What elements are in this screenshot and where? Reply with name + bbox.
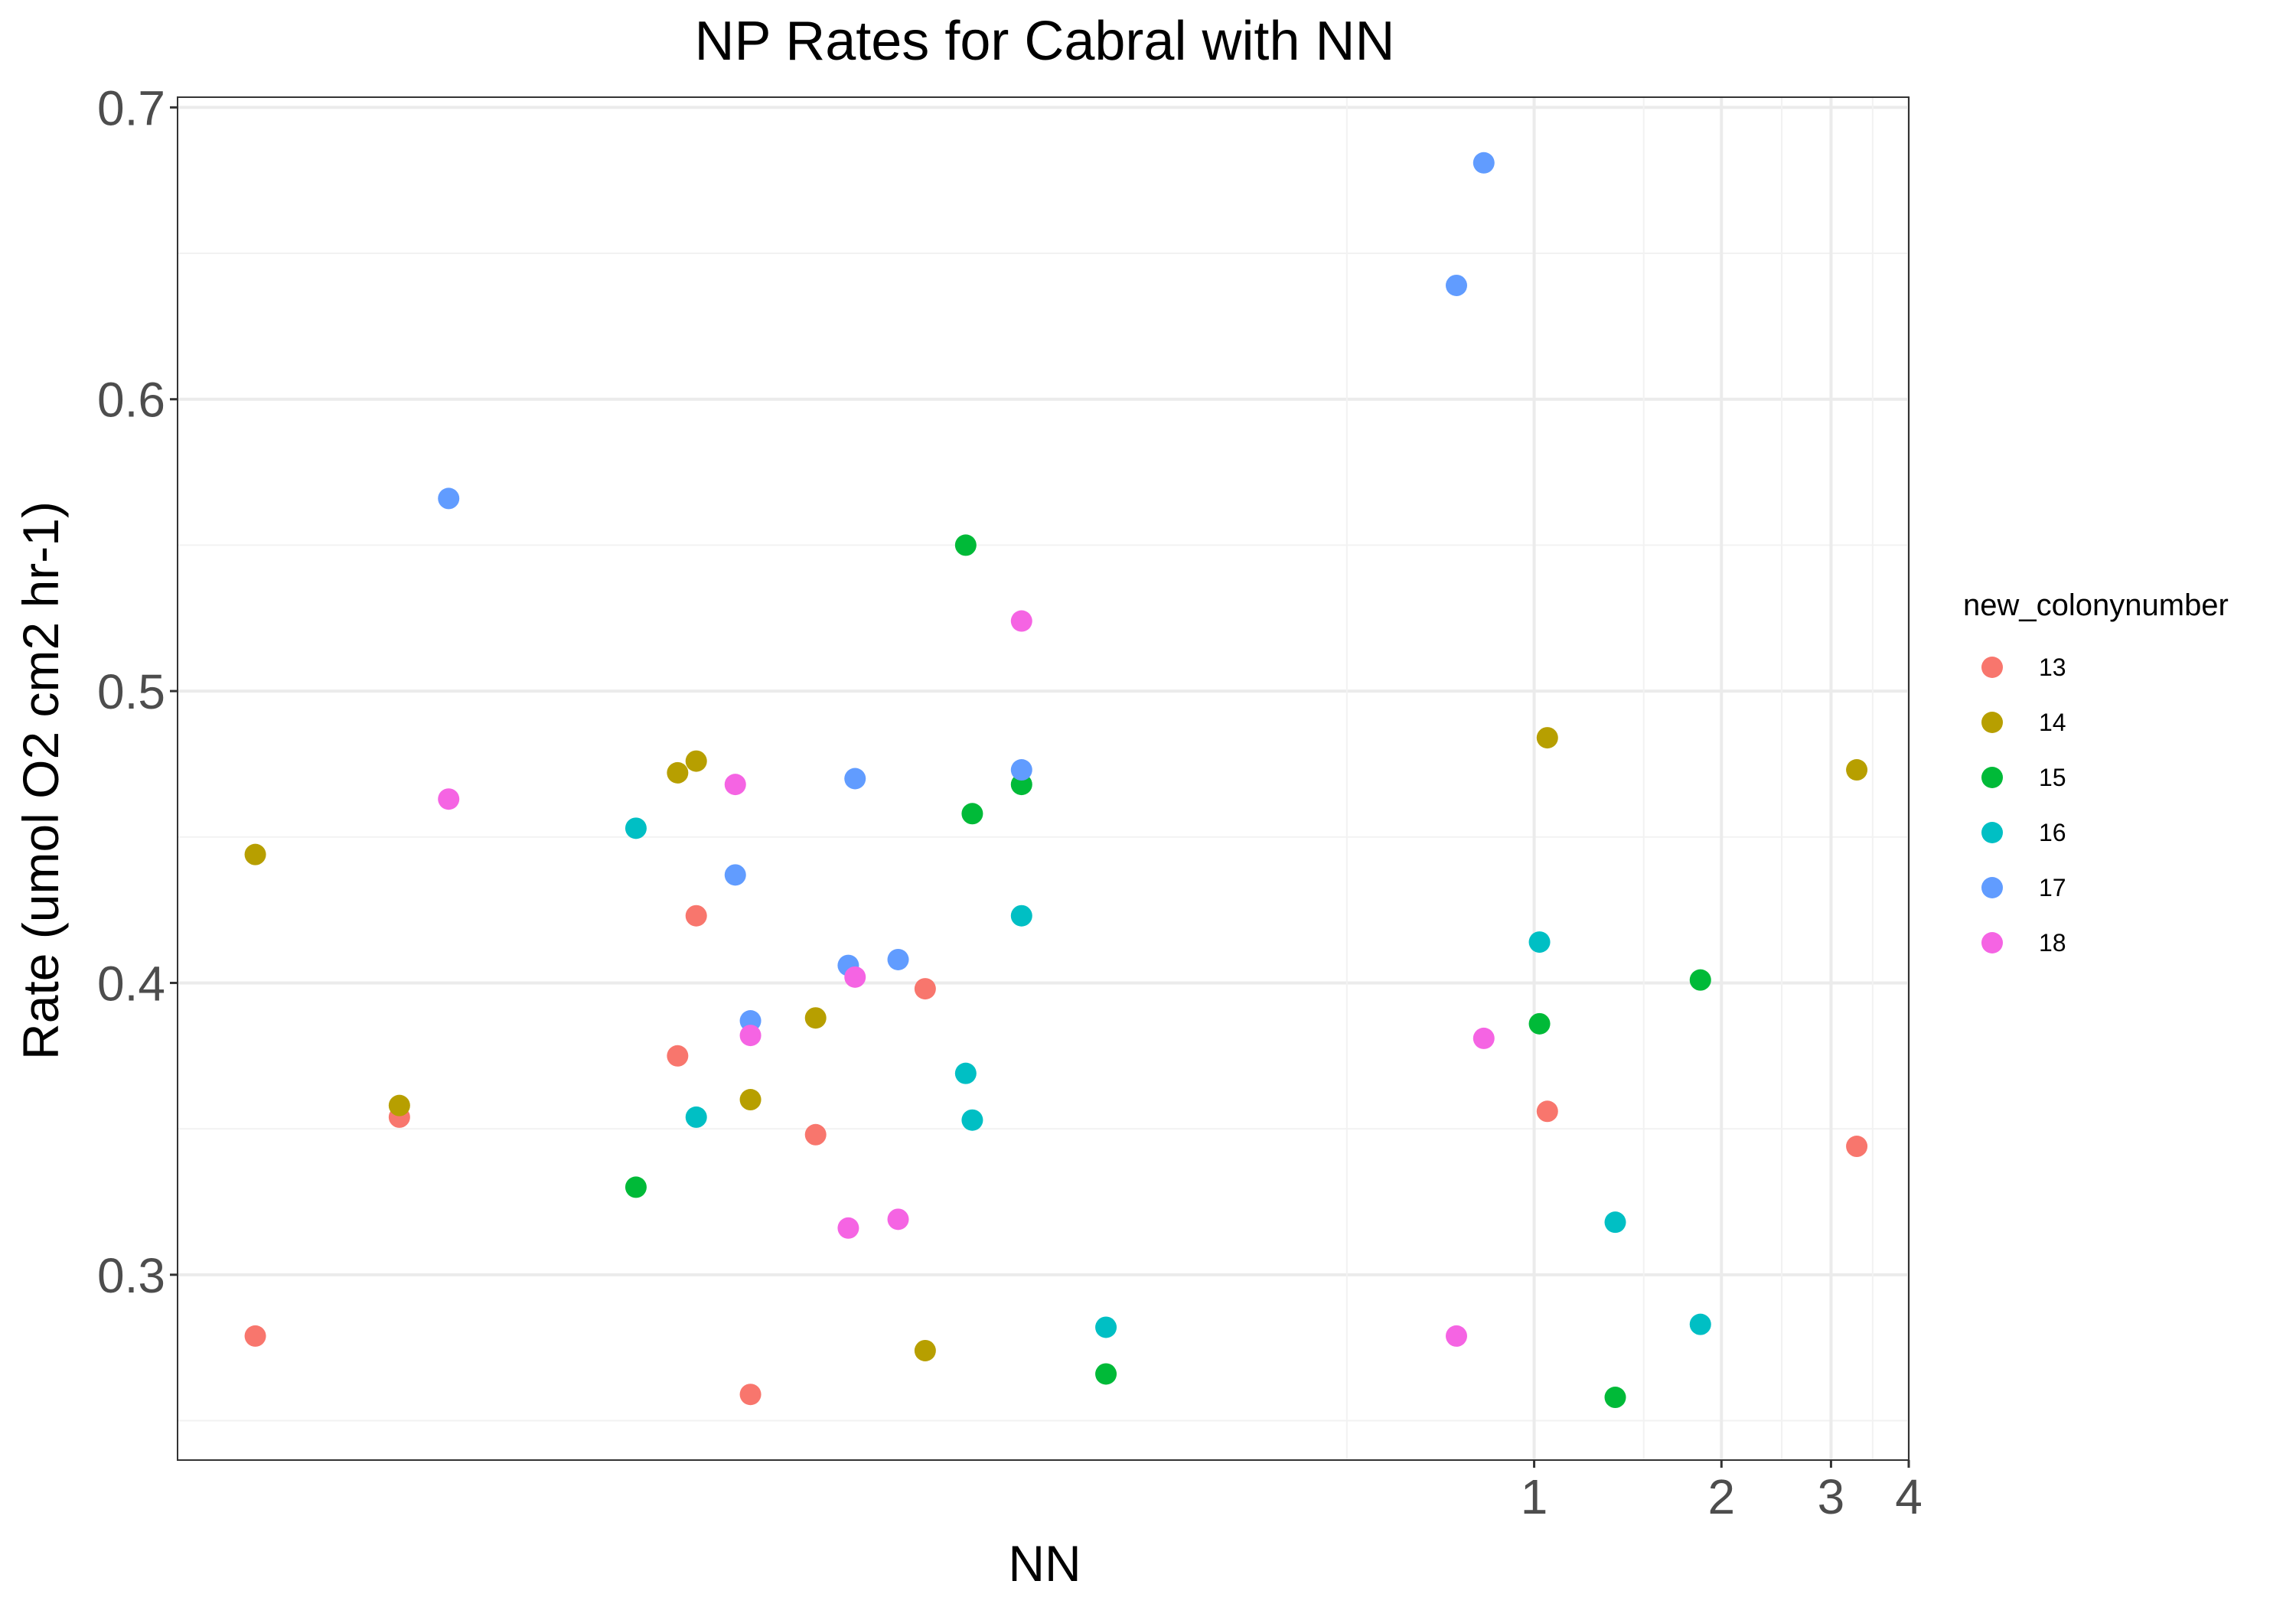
data-point-17 [844, 768, 866, 790]
legend-label-18: 18 [2039, 929, 2066, 957]
data-point-13 [739, 1384, 762, 1406]
data-point-14 [244, 843, 266, 865]
legend-label-17: 17 [2039, 874, 2066, 901]
legend-key-13 [1981, 657, 2003, 678]
data-point-16 [1528, 931, 1551, 953]
data-point-15 [1528, 1012, 1551, 1035]
data-point-14 [685, 750, 707, 772]
data-point-18 [1445, 1325, 1467, 1347]
data-point-13 [244, 1325, 266, 1347]
y-tick-label: 0.7 [97, 80, 165, 135]
data-point-18 [739, 1025, 762, 1047]
legend-key-15 [1981, 767, 2003, 788]
data-point-16 [954, 1062, 977, 1084]
data-point-13 [685, 905, 707, 927]
data-point-18 [887, 1208, 909, 1231]
data-point-15 [954, 534, 977, 556]
data-point-17 [438, 487, 460, 510]
data-point-16 [685, 1106, 707, 1128]
data-point-17 [1010, 759, 1032, 781]
data-point-18 [844, 966, 866, 988]
x-tick-label: 4 [1895, 1469, 1923, 1524]
data-point-16 [1010, 905, 1032, 927]
data-point-14 [914, 1339, 936, 1361]
data-point-18 [724, 774, 746, 796]
y-tick-label: 0.3 [97, 1248, 165, 1303]
data-point-15 [1604, 1387, 1626, 1409]
x-axis-title: NN [1008, 1535, 1081, 1592]
data-point-13 [1846, 1136, 1868, 1158]
data-point-15 [1689, 969, 1711, 991]
data-points [244, 152, 1868, 1409]
data-point-14 [739, 1089, 762, 1111]
y-tick-label: 0.4 [97, 956, 165, 1011]
data-point-16 [1689, 1313, 1711, 1335]
data-point-13 [914, 978, 936, 1000]
y-tick-label: 0.6 [97, 373, 165, 428]
data-point-14 [388, 1094, 410, 1116]
legend: new_colonynumber 13 14 15 16 17 18 [1963, 588, 2229, 957]
data-point-14 [1536, 727, 1558, 749]
data-point-17 [1473, 152, 1495, 174]
plot-panel-border [177, 96, 1910, 1461]
data-point-17 [1445, 274, 1467, 296]
data-point-14 [1846, 759, 1868, 781]
x-tick-label: 1 [1521, 1469, 1548, 1524]
legend-title: new_colonynumber [1963, 588, 2229, 622]
y-tick-label: 0.5 [97, 664, 165, 719]
legend-label-14: 14 [2039, 709, 2066, 736]
data-point-18 [1473, 1027, 1495, 1049]
data-point-18 [837, 1217, 859, 1239]
data-point-18 [1010, 610, 1032, 632]
legend-key-18 [1981, 932, 2003, 953]
data-point-18 [438, 788, 460, 810]
data-point-17 [724, 864, 746, 886]
x-tick-label: 3 [1818, 1469, 1845, 1524]
data-point-13 [667, 1045, 689, 1067]
legend-label-16: 16 [2039, 819, 2066, 846]
data-point-14 [804, 1007, 827, 1029]
legend-label-13: 13 [2039, 654, 2066, 681]
x-tick-label: 2 [1707, 1469, 1735, 1524]
data-point-17 [887, 948, 909, 970]
axes: 0.3 0.4 0.5 0.6 0.7 1 2 3 4 [97, 80, 1923, 1524]
data-point-16 [1604, 1211, 1626, 1234]
data-point-13 [1536, 1100, 1558, 1123]
data-point-13 [804, 1123, 827, 1146]
y-axis-title: Rate (umol O2 cm2 hr-1) [12, 501, 69, 1060]
data-point-14 [667, 761, 689, 784]
legend-key-16 [1981, 822, 2003, 843]
legend-label-15: 15 [2039, 764, 2066, 791]
data-point-16 [625, 817, 647, 839]
data-point-15 [625, 1176, 647, 1198]
legend-key-17 [1981, 877, 2003, 898]
data-point-16 [1095, 1316, 1117, 1338]
data-point-16 [961, 1109, 983, 1131]
legend-key-14 [1981, 712, 2003, 733]
data-point-15 [961, 803, 983, 825]
data-point-15 [1095, 1363, 1117, 1385]
chart-title: NP Rates for Cabral with NN [695, 11, 1395, 72]
